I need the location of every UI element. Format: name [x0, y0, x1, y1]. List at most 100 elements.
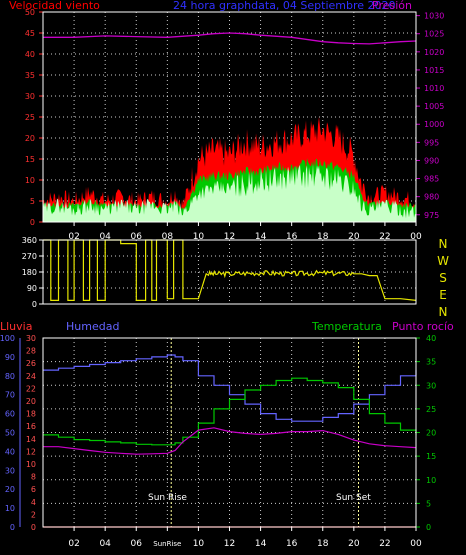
p3-xtick-label: 04: [99, 539, 111, 549]
p1-ytick-right: 1025: [424, 30, 444, 39]
label-wind-speed: Velocidad viento: [9, 0, 100, 12]
p1-ytick-left: 5: [30, 197, 35, 206]
p1-ytick-right: 1010: [424, 84, 444, 93]
p1-ytick-left: 10: [25, 176, 35, 185]
p3-ytick-rain: 0: [31, 523, 36, 532]
p3-ytick-rain: 12: [26, 447, 36, 456]
p1-xtick-label: 10: [193, 232, 205, 242]
p1-ytick-left: 15: [25, 155, 35, 164]
p3-ytick-right: 5: [426, 499, 431, 508]
p3-ytick-humidity: 0: [10, 523, 15, 532]
p1-ytick-right: 985: [424, 175, 439, 184]
p1-ytick-left: 25: [25, 113, 35, 122]
p1-ytick-left: 0: [30, 218, 35, 227]
p1-ytick-right: 1030: [424, 12, 444, 21]
p3-xtick-label: 10: [193, 539, 205, 549]
p1-ytick-left: 45: [25, 29, 35, 38]
p3-ytick-right: 15: [426, 452, 436, 461]
p3-ytick-rain: 8: [31, 473, 36, 482]
p3-ytick-humidity: 30: [5, 466, 15, 475]
p3-ytick-right: 30: [426, 381, 436, 390]
wind-direction-line: [43, 239, 417, 301]
p3-ytick-rain: 4: [31, 498, 36, 507]
p3-ytick-rain: 24: [26, 372, 36, 381]
p3-ytick-humidity: 40: [5, 447, 15, 456]
p1-ytick-left: 50: [25, 8, 35, 17]
p3-ytick-right: 10: [426, 476, 436, 485]
p1-xtick-label: 04: [99, 232, 111, 242]
p1-xtick-label: 14: [255, 232, 267, 242]
p3-ytick-rain: 20: [26, 397, 36, 406]
p2-ytick-left: 90: [27, 284, 37, 293]
p1-ytick-right: 980: [424, 193, 439, 202]
compass-n-bottom: N: [438, 305, 448, 319]
p3-ytick-humidity: 10: [5, 504, 15, 513]
p3-xtick-label: SunRise: [153, 540, 181, 548]
sunset-label: Sun Set: [336, 493, 371, 503]
p3-xtick-label: 06: [131, 539, 143, 549]
chart-title: 24 hora graphdata, 04 Septiembre 2020: [173, 0, 396, 12]
p3-ytick-rain: 28: [26, 347, 36, 356]
p3-xtick-label: 12: [224, 539, 235, 549]
humidity-line: [43, 354, 417, 422]
p3-ytick-rain: 10: [26, 460, 36, 469]
p2-ytick-left: 270: [22, 252, 37, 261]
wind-speed-area: [43, 163, 416, 222]
p3-ytick-humidity: 50: [5, 429, 15, 438]
p1-ytick-right: 1015: [424, 66, 444, 75]
p3-ytick-right: 20: [426, 429, 436, 438]
compass-e: E: [439, 288, 447, 302]
p1-xtick-label: 06: [131, 232, 143, 242]
p3-ytick-rain: 22: [26, 384, 36, 393]
p3-ytick-humidity: 90: [5, 353, 15, 362]
p1-ytick-right: 1020: [424, 48, 444, 57]
p3-xtick-label: 16: [286, 539, 298, 549]
p3-xtick-label: 02: [68, 539, 79, 549]
p1-xtick-label: 20: [348, 232, 360, 242]
p3-ytick-humidity: 70: [5, 391, 15, 400]
temperature-line: [43, 377, 417, 446]
p3-ytick-right: 40: [426, 334, 436, 343]
p1-xtick-label: 08: [162, 232, 174, 242]
label-humidity: Humedad: [66, 320, 120, 333]
p1-ytick-right: 975: [424, 211, 439, 220]
label-rain: Lluvia: [0, 320, 33, 333]
p1-xtick-label: 00: [410, 232, 422, 242]
p3-ytick-rain: 14: [26, 435, 36, 444]
p3-ytick-rain: 2: [31, 510, 36, 519]
p3-ytick-rain: 30: [26, 334, 36, 343]
p2-ytick-left: 0: [32, 300, 37, 309]
p3-xtick-label: 00: [410, 539, 422, 549]
label-temperature: Temperatura: [312, 320, 382, 333]
p1-ytick-right: 1005: [424, 102, 444, 111]
p1-ytick-right: 995: [424, 138, 439, 147]
p1-xtick-label: 16: [286, 232, 298, 242]
p3-ytick-right: 35: [426, 358, 436, 367]
p1-ytick-left: 20: [25, 134, 35, 143]
p3-ytick-humidity: 20: [5, 485, 15, 494]
p3-ytick-rain: 26: [26, 359, 36, 368]
p1-xtick-label: 02: [68, 232, 79, 242]
compass-labels: N W S E N: [436, 236, 450, 321]
label-pressure: Presión: [372, 0, 412, 12]
p2-frame: [42, 239, 417, 305]
p3-ytick-humidity: 60: [5, 410, 15, 419]
p1-xtick-label: 12: [224, 232, 235, 242]
p3-ytick-right: 0: [426, 523, 431, 532]
p2-ytick-left: 360: [22, 236, 37, 245]
p3-ytick-rain: 16: [26, 422, 36, 431]
p2-ytick-left: 180: [22, 268, 37, 277]
compass-n-top: N: [438, 237, 448, 251]
p1-xtick-label: 22: [379, 232, 390, 242]
p3-ytick-rain: 18: [26, 410, 36, 419]
pressure-line: [43, 32, 417, 45]
label-dewpoint: Punto rocío: [392, 320, 454, 333]
compass-s: S: [439, 271, 447, 285]
p1-xtick-label: 18: [317, 232, 329, 242]
p3-xtick-label: 14: [255, 539, 267, 549]
p1-ytick-right: 1000: [424, 120, 444, 129]
p3-xtick-label: 18: [317, 539, 329, 549]
p3-ytick-rain: 6: [31, 485, 36, 494]
